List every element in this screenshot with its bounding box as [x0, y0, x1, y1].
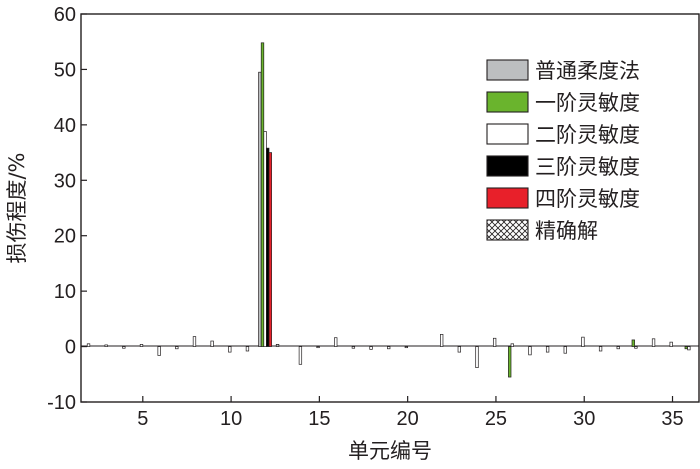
y-axis: -10 0 10 20 30 40 50 60: [47, 4, 87, 414]
bar-series2-x17: [351, 346, 356, 349]
x-axis: 5 10 15 20 25 30 35: [137, 396, 684, 430]
bar-series2-x29: [563, 346, 567, 354]
bar-series2-x16: [334, 337, 338, 347]
bar-series2-x20: [404, 346, 409, 349]
legend-label-4: 四阶灵敏度: [535, 187, 640, 211]
bar-series2-x18: [369, 346, 373, 350]
bar-series2-x5: [139, 344, 144, 347]
legend-label-1: 一阶灵敏度: [535, 91, 640, 115]
legend-label-0: 普通柔度法: [535, 59, 640, 83]
bar-series2-x12: [263, 131, 267, 347]
bar-series2-x6: [157, 346, 161, 356]
bar-series2-x4: [122, 346, 126, 349]
y-tick-label-60: 60: [54, 4, 76, 26]
plot-frame: [80, 13, 700, 403]
y-tick-label-30: 30: [54, 170, 76, 192]
bar-series2-x10: [228, 346, 232, 353]
bar-series1-x26: [508, 346, 512, 378]
y-tick-label--10: -10: [47, 392, 76, 414]
bar-series0-x12: [258, 71, 262, 347]
legend-swatch-1: [486, 91, 529, 113]
bar-series2-x19: [387, 346, 391, 350]
legend-swatch-2: [486, 123, 529, 145]
bar-series2-x31: [598, 346, 603, 352]
bar-series2-x14: [298, 346, 303, 365]
bar-series2-x24: [475, 346, 479, 368]
bar-series1-x33: [631, 339, 635, 347]
y-tick-label-50: 50: [54, 59, 76, 81]
x-tick-label-10: 10: [220, 408, 242, 430]
bar-series2-x25: [492, 337, 497, 347]
x-tick-label-30: 30: [573, 408, 595, 430]
bar-series2-x36: [687, 346, 691, 351]
bars-layer: [86, 42, 691, 378]
bar-series2-x7: [175, 346, 179, 350]
bar-series0-x13: [275, 344, 280, 347]
bar-series3-x12: [266, 147, 270, 347]
legend-swatch-5: [486, 219, 529, 241]
bar-series2-x23: [457, 346, 461, 353]
x-tick-label-35: 35: [661, 408, 683, 430]
legend-swatch-4: [486, 187, 529, 209]
x-tick-label-20: 20: [397, 408, 419, 430]
y-tick-label-0: 0: [65, 337, 76, 359]
bar-series2-x15: [316, 346, 320, 349]
y-tick-label-10: 10: [54, 281, 76, 303]
legend-swatch-0: [486, 59, 529, 81]
bar-series2-x30: [581, 336, 585, 347]
bar-series2-x28: [545, 346, 550, 353]
bar-series2-x35: [669, 341, 673, 347]
bar-series2-x8: [192, 336, 197, 347]
bar-series1-x12: [260, 42, 265, 347]
bar-series2-x3: [104, 344, 108, 347]
bar-series2-x26: [510, 343, 514, 347]
bar-series2-x34: [651, 338, 656, 347]
legend-label-3: 三阶灵敏度: [535, 155, 640, 179]
y-tick-label-40: 40: [54, 115, 76, 137]
legend-label-2: 二阶灵敏度: [535, 123, 640, 147]
bar-series2-x22: [440, 334, 444, 347]
x-tick-label-25: 25: [485, 408, 507, 430]
bar-series2-x11: [245, 346, 250, 352]
x-axis-title: 单元编号: [348, 439, 432, 463]
legend-label-5: 精确解: [535, 219, 598, 243]
x-tick-label-15: 15: [308, 408, 330, 430]
y-tick-label-20: 20: [54, 226, 76, 248]
bar-series2-x2: [86, 343, 91, 347]
bar-series4-x12: [268, 152, 272, 347]
x-tick-label-5: 5: [137, 408, 148, 430]
bar-series2-x9: [210, 340, 214, 347]
bar-series2-x32: [616, 346, 620, 350]
bar-series2-x27: [528, 346, 532, 356]
bar-series2-x33: [634, 346, 638, 349]
y-axis-title: 损伤程度/%: [5, 152, 29, 263]
legend-swatch-3: [486, 155, 529, 177]
bar-series1-x36: [684, 346, 688, 350]
